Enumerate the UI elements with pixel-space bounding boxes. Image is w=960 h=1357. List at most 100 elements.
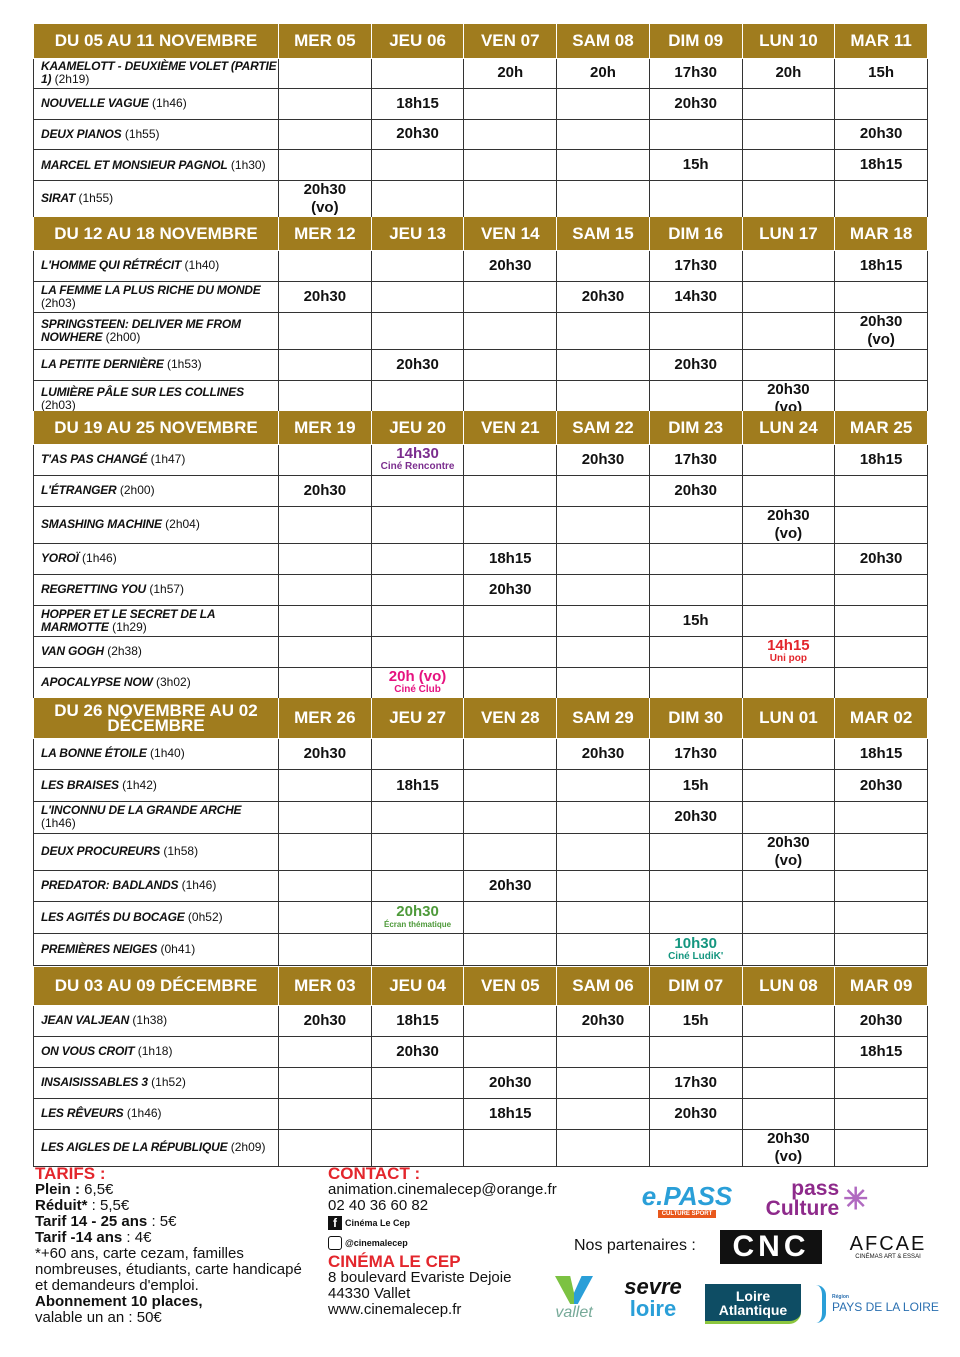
film-title: L'ÉTRANGER [41, 483, 117, 497]
film-row: DEUX PROCUREURS (1h58) 20h30 (vo) [33, 832, 928, 871]
instagram-label: @cinemalecep [345, 1238, 408, 1248]
cnc-logo: CNC [720, 1230, 822, 1264]
showtime: 18h15 [396, 776, 439, 794]
event-label: Uni pop [769, 653, 807, 664]
showtime: 20h (vo) [388, 668, 447, 685]
contact-phone: 02 40 36 60 82 [328, 1197, 429, 1214]
showtime-cell [278, 1035, 372, 1068]
film-title-cell: LA BONNE ÉTOILE (1h40) [33, 737, 279, 771]
showtime-cell [370, 635, 465, 668]
showtime-cell [370, 149, 465, 181]
showtime-cell [834, 869, 928, 903]
showtime: 15h [682, 1011, 709, 1029]
showtime-cell [741, 666, 836, 699]
film-title-cell: LES AIGLES DE LA RÉPUBLIQUE (2h09) [33, 1128, 279, 1167]
film-title: REGRETTING YOU [41, 582, 146, 596]
showtime: 20h30 [674, 94, 717, 112]
film-row: L'INCONNU DE LA GRANDE ARCHE (1h46) 20h30 [33, 800, 928, 834]
film-title: PREDATOR: BADLANDS [41, 878, 179, 893]
showtime: 17h30 [674, 1073, 717, 1091]
showtime-cell [463, 443, 558, 476]
showtime-cell [834, 505, 928, 544]
showtime-cell: 15h [648, 604, 743, 637]
week-table: DU 03 AU 09 DÉCEMBRE MER 03 JEU 04 VEN 05 SA… [33, 967, 928, 1167]
film-duration: (1h55) [78, 191, 114, 206]
showtime-cell [463, 88, 558, 120]
showtime-cell: 20h30 [463, 869, 558, 903]
showtime-cell [834, 1097, 928, 1130]
film-title: LA BONNE ÉTOILE [41, 746, 147, 761]
showtime-cell [370, 505, 465, 544]
website-link[interactable]: www.cinemalecep.fr [328, 1301, 462, 1318]
showtime: 20h [775, 64, 802, 82]
showtime-cell [370, 1066, 465, 1099]
week-label: DU 05 AU 11 NOVEMBRE [33, 24, 279, 59]
film-title: LA FEMME LA PLUS RICHE DU MONDE [41, 282, 261, 297]
showtime-cell: 20h30 [556, 280, 650, 313]
showtime-cell [648, 1035, 743, 1068]
week-table: DU 19 AU 25 NOVEMBRE MER 19 JEU 20 VEN 21 SA… [33, 411, 928, 699]
epass-logo: e.PASS CULTURE SPORT [641, 1180, 733, 1218]
showtime-cell: 18h15 [463, 1097, 558, 1130]
showtime-cell: 20h30 [463, 1066, 558, 1099]
film-row: DEUX PIANOS (1h55) 20h30 20h30 [33, 118, 928, 151]
contact-email[interactable]: animation.cinemalecep@orange.fr [328, 1181, 557, 1198]
showtime-cell [463, 800, 558, 834]
facebook-link[interactable]: f Cinéma Le Cep [328, 1214, 598, 1232]
showtime-cell [556, 573, 650, 606]
tarif-line: Plein : 6,5€ [35, 1182, 305, 1198]
film-row: REGRETTING YOU (1h57) 20h30 [33, 573, 928, 606]
pass-culture-logo: pass Culture ✳ [765, 1177, 869, 1220]
showtime-cell: 18h15 [463, 542, 558, 575]
showtime-cell [648, 542, 743, 575]
showtime: 20h [497, 64, 524, 82]
showtime-cell [648, 666, 743, 699]
film-title-cell: MARCEL ET MONSIEUR PAGNOL (1h30) [33, 149, 279, 181]
showtime-cell [741, 249, 836, 282]
event-label: Ciné Rencontre [380, 461, 455, 472]
showtime-cell [463, 832, 558, 871]
showtime: 15h [682, 156, 709, 174]
event-label: Ciné Club [394, 684, 441, 695]
day-header: JEU 20 [370, 411, 465, 445]
showtime-cell [278, 666, 372, 699]
showtime-cell: 14h30 Ciné Rencontre [370, 443, 465, 476]
showtime-cell [278, 348, 372, 382]
film-duration: (1h42) [122, 778, 157, 793]
film-row: LA BONNE ÉTOILE (1h40) 20h30 20h30 17h30 18h… [33, 737, 928, 771]
instagram-link[interactable]: @cinemalecep [328, 1232, 598, 1254]
showtime-cell: 20h30 (vo) [741, 1128, 836, 1167]
film-row: MARCEL ET MONSIEUR PAGNOL (1h30) 15h 18h15 [33, 149, 928, 181]
film-row: LA PETITE DERNIÈRE (1h53) 20h30 20h30 [33, 348, 928, 382]
showtime: 20h30 [581, 1011, 625, 1029]
showtime: 20h30 [396, 903, 439, 921]
tarif-line: Réduit* : 5,5€ [35, 1198, 305, 1214]
film-title: LES AIGLES DE LA RÉPUBLIQUE [41, 1140, 228, 1154]
showtime-cell: 20h30 [556, 1004, 650, 1037]
showtime: 14h15 [767, 637, 810, 654]
showtime-cell [834, 474, 928, 507]
film-duration: (1h46) [82, 551, 117, 565]
showtime-cell [556, 474, 650, 507]
film-duration: (1h46) [152, 96, 187, 111]
showtime-cell: 20h30 (vo) [741, 832, 836, 871]
showtime-cell: 18h15 [370, 1004, 465, 1037]
showtime: 20h30 [488, 1073, 532, 1091]
showtime: 20h30 [581, 450, 625, 468]
showtime-cell [556, 311, 650, 350]
week-label: DU 19 AU 25 NOVEMBRE [33, 411, 279, 445]
film-row: PREMIÈRES NEIGES (0h41) 10h30 Ciné LudiK' [33, 932, 928, 966]
showtime-cell [278, 901, 372, 934]
film-title: NOUVELLE VAGUE [41, 96, 149, 111]
showtime-cell [556, 869, 650, 903]
showtime-cell [648, 869, 743, 903]
showtime-cell: 20h30 [278, 1004, 372, 1037]
day-header: LUN 24 [741, 411, 836, 445]
showtime-cell: 17h30 [648, 249, 743, 282]
film-duration: (2h00) [119, 483, 155, 497]
showtime-cell [648, 311, 743, 350]
film-row: LES BRAISES (1h42) 18h15 15h 20h30 [33, 769, 928, 802]
showtime-cell: 18h15 [834, 443, 928, 476]
week-header-row: DU 05 AU 11 NOVEMBRE MER 05 JEU 06 VEN 07 SA… [33, 24, 928, 59]
showtime: 15h [682, 611, 709, 629]
